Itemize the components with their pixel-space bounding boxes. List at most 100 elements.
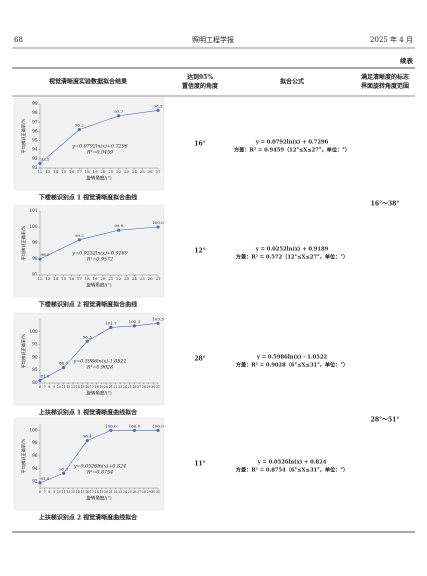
x-tick-label: 20	[100, 169, 106, 174]
x-tick-label: 11	[62, 490, 66, 494]
r-squared: R²=0.9459	[86, 150, 113, 156]
data-point	[77, 238, 81, 242]
column-header: 视觉清晰度实验数据拟合结果	[49, 78, 127, 86]
continued: 续表	[400, 56, 414, 65]
data-label: 91.8	[41, 476, 50, 481]
x-tick-label: 25	[128, 385, 132, 389]
x-tick-label: 25	[140, 276, 146, 281]
x-tick-label: 9	[53, 490, 55, 494]
x-tick-label: 14	[53, 276, 59, 281]
x-tick-label: 21	[108, 276, 113, 281]
column-header: 满足清晰度的标志	[361, 73, 409, 81]
data-point	[156, 428, 160, 432]
x-tick-label: 13	[45, 169, 51, 174]
x-tick-label: 27	[155, 169, 161, 174]
formula: 方差：R² = 0.572（12°≤X≤27°，单位：°）	[236, 253, 348, 261]
x-tick-label: 26	[132, 385, 136, 389]
x-axis-label: 旋转角度/(°)	[86, 175, 112, 182]
range: 28°～51°	[371, 417, 400, 424]
y-tick-label: 96	[32, 453, 38, 458]
date: 2025 年 4 月	[370, 35, 413, 44]
x-tick-label: 12	[66, 385, 70, 389]
x-tick-label: 27	[155, 276, 161, 281]
data-label: 98.4	[83, 434, 92, 439]
y-tick-label: 100	[30, 329, 38, 334]
x-tick-label: 26	[148, 276, 154, 281]
x-tick-label: 18	[95, 385, 99, 389]
x-tick-label: 11	[62, 385, 66, 389]
x-tick-label: 22	[113, 490, 117, 494]
data-point	[109, 428, 113, 432]
x-tick-label: 14	[76, 385, 80, 389]
chart-caption: 上扶梯识别点 1 视觉清晰度曲线拟合	[39, 409, 138, 417]
y-axis-label: 平均辨识正确率/%	[20, 119, 27, 154]
x-tick-label: 8	[48, 385, 50, 389]
data-label: 98.0	[41, 252, 50, 257]
data-label: 99.2	[75, 233, 84, 238]
y-tick-label: 100	[30, 427, 38, 432]
y-tick-label: 98	[32, 440, 38, 445]
x-tick-label: 30	[151, 385, 155, 389]
chart-panel	[13, 312, 165, 406]
x-tick-label: 22	[116, 169, 122, 174]
chart-caption: 上扶梯识别点 2 视觉清晰度曲线拟合	[39, 514, 138, 522]
y-tick-label: 100	[30, 224, 38, 229]
data-point	[132, 324, 136, 328]
x-tick-label: 19	[99, 490, 103, 494]
x-tick-label: 30	[151, 490, 155, 494]
x-tick-label: 15	[61, 169, 67, 174]
y-tick-label: 99	[32, 101, 38, 106]
data-point	[156, 108, 160, 112]
data-point	[109, 325, 113, 330]
chart-panel	[13, 204, 165, 298]
x-tick-label: 12	[66, 490, 70, 494]
equation: y=0.5986ln(x)-1.0522	[73, 358, 127, 365]
x-tick-label: 12	[37, 169, 43, 174]
data-point	[62, 471, 66, 475]
y-tick-label: 97	[32, 119, 38, 124]
x-tick-label: 20	[104, 385, 108, 389]
y-tick-label: 94	[32, 466, 38, 471]
formula: y = 0.0526ln(x) + 0.824	[257, 459, 327, 466]
y-tick-label: 80	[32, 380, 38, 385]
formula: 方差：R² = 0.9459（12°≤X≤27°，单位：°）	[234, 146, 350, 154]
x-tick-label: 25	[128, 490, 132, 494]
x-tick-label: 26	[132, 490, 136, 494]
data-label: 97.7	[114, 109, 123, 114]
trend-line	[39, 226, 159, 260]
y-tick-label: 95	[32, 138, 38, 143]
x-tick-label: 15	[80, 385, 84, 389]
page-number: 68	[14, 36, 23, 44]
column-header: 置信度的角度	[182, 82, 219, 90]
journal: 照明工程学报	[192, 35, 234, 44]
data-label: 100.0	[129, 423, 141, 428]
x-tick-label: 17	[77, 276, 83, 281]
data-point	[132, 428, 136, 432]
data-label: 86.0	[59, 361, 68, 366]
y-axis-label: 平均辨识正确率/%	[20, 334, 27, 369]
formula: 方差：R² = 0.8754（6°≤X≤31°，单位：°）	[236, 466, 348, 474]
x-tick-label: 14	[53, 169, 59, 174]
x-tick-label: 16	[69, 276, 75, 281]
x-tick-label: 20	[104, 490, 108, 494]
equation: y=0.0792ln(x)+0.7296	[71, 143, 127, 150]
data-label: 81.0	[41, 373, 50, 378]
r-squared: R²=0.9028	[86, 365, 113, 371]
y-tick-label: 85	[32, 367, 38, 372]
chart-caption: 下楼梯识别点 2 视觉清晰度拟合曲线	[39, 301, 137, 309]
data-point	[156, 225, 160, 229]
y-tick-label: 98	[32, 256, 38, 261]
x-tick-label: 16	[69, 169, 75, 174]
angle: 11°	[194, 461, 205, 468]
angle: 12°	[194, 248, 205, 255]
data-label: 93.3	[59, 466, 68, 471]
x-tick-label: 7	[44, 490, 46, 494]
x-tick-label: 20	[100, 276, 106, 281]
equation: y=0.0252ln(x)+0.9189	[71, 250, 127, 257]
x-axis-label: 旋转角度/(°)	[86, 282, 112, 289]
x-tick-label: 18	[85, 276, 91, 281]
data-label: 96.2	[75, 123, 84, 128]
x-axis-label: 旋转角度/(°)	[86, 390, 112, 397]
x-tick-label: 23	[118, 385, 122, 389]
x-tick-label: 31	[156, 490, 160, 494]
